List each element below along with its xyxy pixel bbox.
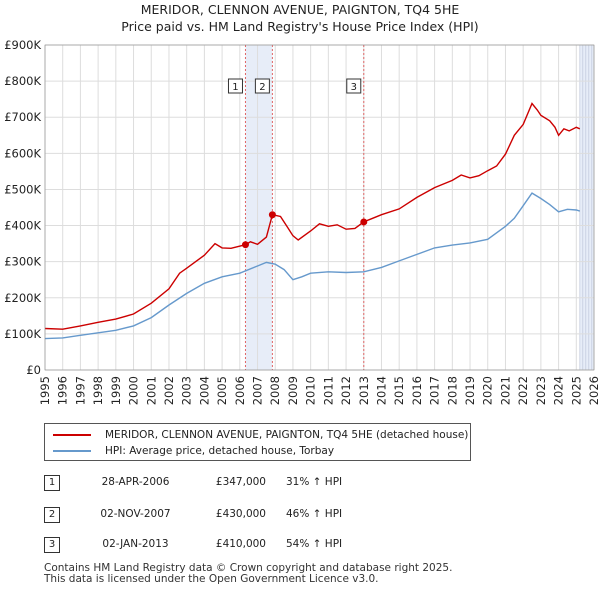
hpi-line xyxy=(44,192,581,340)
x-tick-label: 2021 xyxy=(498,376,512,405)
x-tick-label: 2019 xyxy=(463,376,477,405)
x-tick-label: 2020 xyxy=(481,376,495,405)
x-tick-label: 2011 xyxy=(321,376,335,405)
sale-point xyxy=(241,241,249,249)
x-tick-label: 2016 xyxy=(410,376,424,405)
x-tick-label: 2014 xyxy=(374,376,388,405)
x-tick-label: 2003 xyxy=(180,376,194,405)
x-tick-label: 2002 xyxy=(162,376,176,405)
sale-marker-box xyxy=(254,78,270,94)
chart-title-line1: MERIDOR, CLENNON AVENUE, PAIGNTON, TQ4 5… xyxy=(140,2,460,17)
x-tick-label: 2023 xyxy=(534,376,548,405)
footer-copyright: Contains HM Land Registry data © Crown c… xyxy=(44,562,453,574)
transaction-date: 02-JAN-2013 xyxy=(102,538,169,550)
transaction-price: £430,000 xyxy=(215,508,266,520)
sale-marker-number: 3 xyxy=(351,82,357,93)
transaction-hpi-change: 46% ↑ HPI xyxy=(286,508,343,520)
x-tick-label: 2001 xyxy=(144,376,158,405)
sale-marker-box xyxy=(227,78,243,94)
x-tick-label: 2000 xyxy=(127,376,141,405)
transaction-number-badge: 1 xyxy=(44,475,60,491)
transaction-hpi-change: 54% ↑ HPI xyxy=(286,538,343,550)
x-tick-label: 1999 xyxy=(109,376,123,405)
x-tick-label: 1997 xyxy=(73,376,87,405)
sale-point xyxy=(360,218,368,226)
transaction-number-badge: 2 xyxy=(44,507,60,523)
y-tick-label: £500K xyxy=(4,182,41,196)
x-tick-label: 2009 xyxy=(286,376,300,405)
transaction-hpi-change: 31% ↑ HPI xyxy=(286,476,343,488)
x-tick-label: 2022 xyxy=(516,376,530,405)
x-tick-label: 2010 xyxy=(304,376,318,405)
chart-title-line2: Price paid vs. HM Land Registry's House … xyxy=(121,19,479,34)
y-tick-label: £200K xyxy=(4,291,41,305)
plot-frame xyxy=(44,44,595,371)
y-tick-label: £400K xyxy=(4,219,41,233)
x-tick-label: 2013 xyxy=(357,376,371,405)
chart-legend: MERIDOR, CLENNON AVENUE, PAIGNTON, TQ4 5… xyxy=(44,423,471,461)
x-tick-label: 2007 xyxy=(251,376,265,405)
legend-label-hpi: HPI: Average price, detached house, Torb… xyxy=(105,445,335,457)
x-tick-label: 2005 xyxy=(215,376,229,405)
x-tick-label: 1996 xyxy=(56,376,70,405)
y-tick-label: £900K xyxy=(4,38,41,52)
x-tick-label: 2017 xyxy=(428,376,442,405)
y-tick-label: £100K xyxy=(4,327,41,341)
transaction-number-badge: 3 xyxy=(44,537,60,553)
x-tick-label: 2026 xyxy=(587,376,600,405)
x-tick-label: 2025 xyxy=(569,376,583,405)
legend-swatch-property xyxy=(53,434,91,436)
x-tick-label: 2018 xyxy=(445,376,459,405)
x-tick-label: 2012 xyxy=(339,376,353,405)
legend-item-hpi: HPI: Average price, detached house, Torb… xyxy=(53,443,334,459)
legend-swatch-hpi xyxy=(53,450,91,452)
y-tick-label: £600K xyxy=(4,146,41,160)
sale-point xyxy=(268,211,276,219)
shaded-range xyxy=(245,45,273,370)
x-tick-label: 2008 xyxy=(268,376,282,405)
y-tick-label: £0 xyxy=(26,363,41,377)
x-tick-label: 1995 xyxy=(38,376,52,405)
y-tick-label: £300K xyxy=(4,255,41,269)
legend-label-property: MERIDOR, CLENNON AVENUE, PAIGNTON, TQ4 5… xyxy=(105,429,469,441)
property-price-line xyxy=(44,102,581,330)
x-tick-label: 2004 xyxy=(197,376,211,405)
y-tick-label: £700K xyxy=(4,110,41,124)
sale-marker-box xyxy=(346,78,362,94)
sale-marker-number: 2 xyxy=(259,82,265,93)
x-tick-label: 1998 xyxy=(91,376,105,405)
x-tick-label: 2015 xyxy=(392,376,406,405)
transaction-date: 28-APR-2006 xyxy=(101,476,170,488)
plot-area xyxy=(45,45,594,370)
y-tick-label: £800K xyxy=(4,74,41,88)
footer-licence: This data is licensed under the Open Gov… xyxy=(44,573,379,585)
shaded-range xyxy=(579,45,594,370)
legend-item-property: MERIDOR, CLENNON AVENUE, PAIGNTON, TQ4 5… xyxy=(53,427,468,443)
transaction-price: £347,000 xyxy=(215,476,266,488)
sale-marker-number: 1 xyxy=(232,82,238,93)
x-tick-label: 2024 xyxy=(552,376,566,405)
price-chart: £0 £100K £200K £300K £400K £500K £600K £700K £80… xyxy=(4,38,600,405)
transaction-price: £410,000 xyxy=(215,538,266,550)
x-tick-label: 2006 xyxy=(233,376,247,405)
transaction-date: 02-NOV-2007 xyxy=(100,508,171,520)
